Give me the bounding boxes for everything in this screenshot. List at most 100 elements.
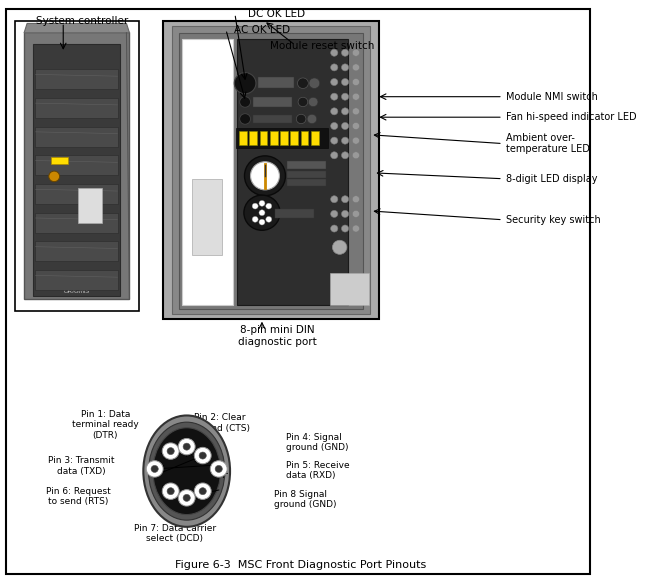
Bar bbox=[280, 131, 288, 145]
Text: 8-pin mini DIN
diagnostic port: 8-pin mini DIN diagnostic port bbox=[237, 325, 316, 347]
Bar bbox=[35, 155, 118, 175]
Circle shape bbox=[297, 78, 308, 88]
Bar bbox=[258, 77, 294, 88]
Bar bbox=[236, 128, 327, 148]
Text: Module reset switch: Module reset switch bbox=[270, 41, 374, 51]
Circle shape bbox=[167, 488, 174, 495]
Bar bbox=[275, 209, 314, 218]
Circle shape bbox=[234, 73, 256, 94]
Circle shape bbox=[352, 64, 359, 71]
Circle shape bbox=[194, 447, 211, 464]
Circle shape bbox=[211, 461, 227, 477]
Bar bbox=[35, 213, 118, 233]
Circle shape bbox=[342, 49, 349, 56]
Circle shape bbox=[352, 79, 359, 86]
Text: Pin 6: Request
to send (RTS): Pin 6: Request to send (RTS) bbox=[46, 486, 111, 506]
Text: Module NMI switch: Module NMI switch bbox=[506, 91, 598, 102]
Bar bbox=[35, 241, 118, 261]
Circle shape bbox=[331, 64, 338, 71]
Ellipse shape bbox=[143, 415, 230, 527]
Text: Security key switch: Security key switch bbox=[506, 214, 600, 225]
Bar bbox=[78, 188, 102, 223]
Circle shape bbox=[352, 152, 359, 159]
Bar bbox=[162, 21, 379, 319]
Circle shape bbox=[178, 490, 195, 506]
Bar bbox=[35, 98, 118, 118]
Bar bbox=[35, 184, 118, 204]
Text: Pin 1: Data
terminal ready
(DTR): Pin 1: Data terminal ready (DTR) bbox=[72, 410, 139, 440]
Circle shape bbox=[352, 108, 359, 115]
Circle shape bbox=[331, 225, 338, 232]
Bar bbox=[259, 131, 267, 145]
Circle shape bbox=[266, 203, 272, 209]
Circle shape bbox=[331, 93, 338, 100]
Bar bbox=[35, 127, 118, 146]
Circle shape bbox=[240, 97, 250, 107]
Circle shape bbox=[352, 137, 359, 144]
Circle shape bbox=[146, 461, 163, 477]
Circle shape bbox=[352, 49, 359, 56]
Circle shape bbox=[250, 162, 280, 190]
Bar bbox=[237, 39, 348, 305]
Circle shape bbox=[342, 196, 349, 203]
Circle shape bbox=[342, 108, 349, 115]
Bar bbox=[192, 179, 222, 255]
Text: Figure 6-3  MSC Front Diagnostic Port Pinouts: Figure 6-3 MSC Front Diagnostic Port Pin… bbox=[175, 560, 427, 570]
Circle shape bbox=[298, 97, 308, 107]
Circle shape bbox=[162, 483, 179, 499]
Circle shape bbox=[244, 156, 286, 196]
Bar bbox=[52, 157, 68, 164]
Circle shape bbox=[183, 495, 190, 502]
Text: DC OK LED: DC OK LED bbox=[248, 9, 306, 19]
Circle shape bbox=[342, 225, 349, 232]
Circle shape bbox=[49, 171, 59, 182]
Bar bbox=[288, 171, 327, 178]
Ellipse shape bbox=[153, 428, 220, 515]
Text: Fan hi-speed indicator LED: Fan hi-speed indicator LED bbox=[506, 112, 636, 122]
Bar bbox=[311, 131, 319, 145]
Bar bbox=[301, 131, 308, 145]
Circle shape bbox=[252, 216, 258, 222]
Circle shape bbox=[342, 152, 349, 159]
Circle shape bbox=[252, 203, 258, 209]
Circle shape bbox=[162, 443, 179, 459]
Circle shape bbox=[199, 488, 206, 495]
Bar bbox=[179, 33, 363, 309]
Bar bbox=[33, 44, 121, 296]
Bar bbox=[253, 97, 292, 107]
Bar bbox=[24, 32, 130, 299]
Circle shape bbox=[259, 200, 265, 206]
Circle shape bbox=[308, 97, 318, 107]
Circle shape bbox=[178, 438, 195, 455]
Circle shape bbox=[331, 152, 338, 159]
Circle shape bbox=[331, 122, 338, 130]
Circle shape bbox=[342, 122, 349, 130]
Circle shape bbox=[240, 114, 250, 124]
Circle shape bbox=[331, 108, 338, 115]
Circle shape bbox=[167, 448, 174, 455]
Circle shape bbox=[342, 210, 349, 217]
Text: AC OK LED: AC OK LED bbox=[234, 25, 290, 35]
Circle shape bbox=[342, 64, 349, 71]
Text: Ambient over-
temperature LED: Ambient over- temperature LED bbox=[506, 133, 590, 154]
Bar bbox=[171, 26, 370, 314]
Circle shape bbox=[244, 195, 280, 230]
Circle shape bbox=[352, 93, 359, 100]
Circle shape bbox=[183, 443, 190, 450]
Circle shape bbox=[194, 483, 211, 499]
Circle shape bbox=[307, 114, 317, 124]
Circle shape bbox=[352, 225, 359, 232]
Circle shape bbox=[266, 216, 272, 222]
Text: Pin 2: Clear
to send (CTS): Pin 2: Clear to send (CTS) bbox=[189, 413, 250, 433]
Circle shape bbox=[331, 79, 338, 86]
Circle shape bbox=[259, 219, 265, 225]
Bar bbox=[239, 131, 247, 145]
Polygon shape bbox=[24, 23, 130, 33]
Bar bbox=[15, 21, 138, 311]
Text: Pin 4: Signal
ground (GND): Pin 4: Signal ground (GND) bbox=[286, 432, 349, 452]
Circle shape bbox=[199, 452, 206, 459]
Circle shape bbox=[151, 465, 158, 472]
Circle shape bbox=[215, 465, 222, 472]
Bar bbox=[182, 39, 233, 305]
Text: System controller: System controller bbox=[36, 16, 128, 26]
